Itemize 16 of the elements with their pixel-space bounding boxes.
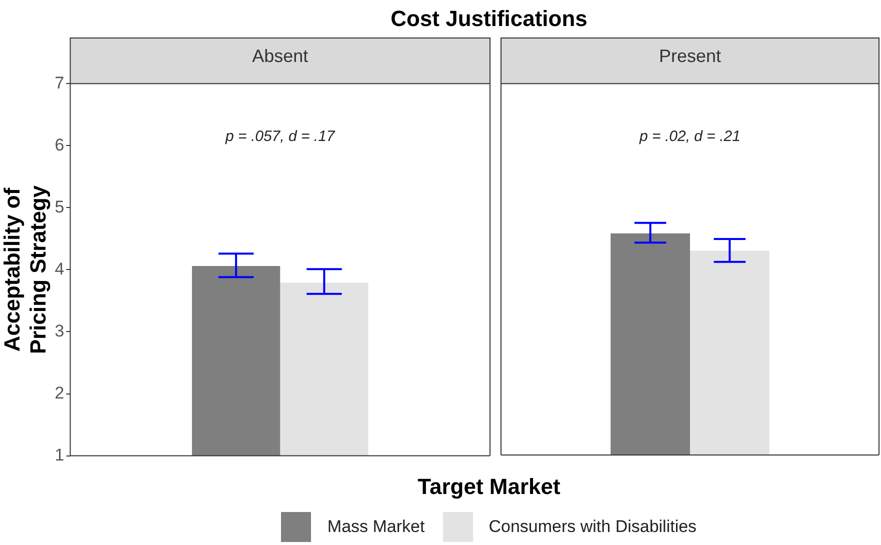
chart-title: Cost Justifications — [390, 6, 588, 32]
legend-label: Consumers with Disabilities — [488, 517, 697, 537]
legend-title: Target Market — [416, 474, 562, 500]
x-tick-label: Absent — [252, 46, 308, 66]
y-tick-label: 4 — [54, 259, 64, 278]
x-tick-label: Present — [658, 46, 722, 66]
y-tick-label: 6 — [54, 135, 64, 154]
annotation: p = .02, d = .21 — [638, 128, 740, 145]
y-tick-label: 7 — [54, 73, 64, 92]
y-axis-title: Acceptability of Pricing Strategy — [0, 184, 51, 354]
y-tick-label: 5 — [54, 197, 64, 216]
annotation: p = .057, d = .17 — [224, 128, 336, 145]
y-tick-label: 1 — [54, 445, 64, 464]
legend-label: Mass Market — [327, 517, 425, 537]
y-tick-label: 3 — [54, 321, 64, 340]
y-tick-label: 2 — [54, 383, 64, 402]
